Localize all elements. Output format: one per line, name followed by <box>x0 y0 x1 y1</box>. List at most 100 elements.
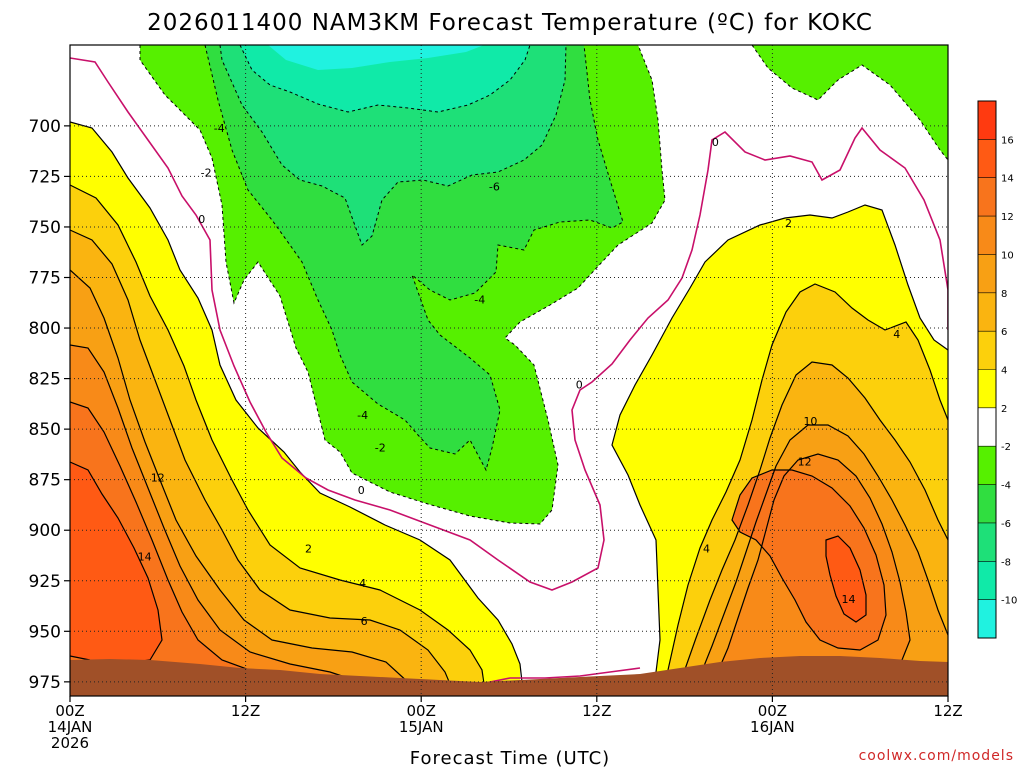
colorbar-tick-label: -4 <box>1001 481 1011 492</box>
x-tick-label: 00Z <box>55 702 84 720</box>
colorbar-tick-label: -2 <box>1001 442 1011 453</box>
colorbar-swatch <box>978 177 996 217</box>
contour-line-8-right <box>689 424 948 696</box>
y-tick-label: 700 <box>29 117 61 137</box>
colorbar-tick-label: 12 <box>1001 212 1014 223</box>
x-tick-label: 12Z <box>933 702 962 720</box>
terrain-ground <box>70 656 948 696</box>
x-tick-label: 2026 <box>51 734 89 752</box>
x-tick-label: 00Z <box>407 702 436 720</box>
contour-line-minus4 <box>204 45 624 472</box>
y-tick-label: 825 <box>29 370 61 390</box>
contour-label: 0 <box>712 136 719 149</box>
contour-line-12-right <box>731 469 887 651</box>
colorbar-swatch <box>978 561 996 601</box>
colorbar-swatch <box>978 292 996 332</box>
contour-label: 0 <box>576 379 583 392</box>
y-tick-label: 925 <box>29 572 61 592</box>
contour-line-minus8 <box>239 45 531 113</box>
colorbar-tick-label: 10 <box>1001 250 1014 261</box>
zero-contour-lines <box>70 57 948 685</box>
zero-line-main <box>70 57 948 591</box>
colorbar-swatch <box>978 599 996 639</box>
negative-contour-lines <box>139 45 948 525</box>
y-tick-label: 800 <box>29 319 61 339</box>
contour-label: 4 <box>359 577 366 590</box>
colorbar-tick-label: 8 <box>1001 289 1007 300</box>
temperature-contour-lines <box>70 121 948 696</box>
contour-label: 0 <box>198 213 205 226</box>
contour-label: -2 <box>375 441 386 454</box>
contour-line-12-left <box>70 401 291 681</box>
x-axis-label: Forecast Time (UTC) <box>410 748 610 768</box>
colorbar-swatch <box>978 407 996 447</box>
colorbar-swatch <box>978 484 996 524</box>
colorbar-tick-label: 6 <box>1001 327 1007 338</box>
y-axis: 700 725 750 775 800 825 850 875 900 925 950 975 <box>29 117 70 693</box>
colorbar-tick-label: -8 <box>1001 557 1011 568</box>
y-tick-label: 775 <box>29 269 61 289</box>
plot-frame <box>69 44 949 697</box>
contour-label: 12 <box>151 472 165 485</box>
colorbar-swatch <box>978 139 996 179</box>
colorbar-tick-label: -6 <box>1001 519 1011 530</box>
contour-label: -4 <box>357 409 368 422</box>
y-tick-label: 750 <box>29 218 61 238</box>
colorbar: 16 14 12 10 8 6 4 2 -2 -4 -6 -8 -10 <box>977 100 1017 639</box>
colorbar-swatch <box>978 101 996 140</box>
colorbar-swatch <box>978 216 996 255</box>
contour-line-14-right <box>825 535 867 623</box>
contour-label: 6 <box>361 615 368 628</box>
colorbar-swatch <box>978 331 996 370</box>
contour-label: 14 <box>138 551 152 564</box>
contour-label: 4 <box>703 542 710 555</box>
contour-labels: -4 -2 0 -6 -4 0 2 4 -4 -2 0 0 10 12 12 14 2 4 6 4 14 <box>138 122 901 628</box>
contour-line-4-left <box>70 184 485 685</box>
zero-line-ground <box>479 667 641 685</box>
contour-line-8-left <box>70 269 411 685</box>
contour-line-minus2 <box>139 45 666 525</box>
x-tick-label: 12Z <box>582 702 611 720</box>
contour-label: 4 <box>893 328 900 341</box>
colorbar-tick-label: 14 <box>1001 174 1014 185</box>
colorbar-swatch <box>978 369 996 409</box>
y-tick-label: 725 <box>29 167 61 187</box>
contour-line-6-right <box>673 361 948 696</box>
contour-line-minus6 <box>219 45 567 246</box>
x-tick-label: 14JAN <box>48 718 93 736</box>
contour-line-10-left <box>70 344 361 683</box>
warm-region-left-plus14 <box>70 462 162 664</box>
contour-label: 2 <box>305 542 312 555</box>
contour-line-2-right <box>611 204 948 696</box>
colorbar-tick-label: 16 <box>1001 135 1014 146</box>
y-tick-label: 950 <box>29 622 61 642</box>
colorbar-tick-label: 2 <box>1001 404 1007 415</box>
contour-label: 14 <box>841 593 855 606</box>
colorbar-tick-label: -10 <box>1001 596 1017 607</box>
contour-label: 12 <box>798 455 812 468</box>
colorbar-swatch <box>978 446 996 486</box>
contour-label: 0 <box>358 484 365 497</box>
cold-region-minus10 <box>268 45 484 70</box>
x-tick-label: 00Z <box>758 702 787 720</box>
contour-label: -2 <box>201 166 212 179</box>
contour-label: 10 <box>803 415 817 428</box>
credit-text: coolwx.com/models <box>859 748 1014 764</box>
contour-label: -6 <box>489 181 500 194</box>
contour-label: -4 <box>214 122 225 135</box>
y-tick-label: 900 <box>29 521 61 541</box>
x-tick-label: 12Z <box>231 702 260 720</box>
y-tick-label: 875 <box>29 471 61 491</box>
colorbar-swatch <box>978 254 996 294</box>
warm-region-right-plus14 <box>826 536 866 622</box>
colorbar-swatch <box>978 522 996 562</box>
contour-label: -4 <box>474 294 485 307</box>
x-tick-label: 15JAN <box>399 718 444 736</box>
contour-label: 2 <box>785 217 792 230</box>
plot-area: -4 -2 0 -6 -4 0 2 4 -4 -2 0 0 10 12 12 14 2 4 6 4 14 <box>70 45 948 696</box>
chart-title: 2026011400 NAM3KM Forecast Temperature (… <box>147 10 873 36</box>
contour-line-minus2-upper-right <box>751 45 948 161</box>
x-tick-label: 16JAN <box>750 718 795 736</box>
